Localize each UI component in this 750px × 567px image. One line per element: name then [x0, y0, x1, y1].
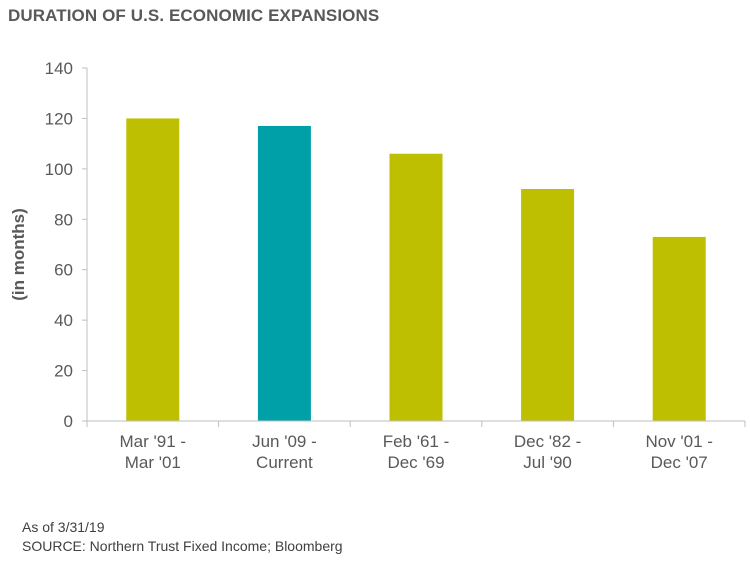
- bar: [521, 189, 575, 421]
- y-tick-label: 100: [45, 160, 73, 179]
- footnote-date: As of 3/31/19: [22, 519, 105, 535]
- bar: [257, 125, 311, 421]
- x-tick-label: Nov '01 -Dec '07: [645, 432, 713, 472]
- y-tick-label: 40: [54, 311, 73, 330]
- x-tick-label: Feb '61 -Dec '69: [383, 432, 450, 472]
- bar: [389, 153, 443, 421]
- y-tick-label: 140: [45, 59, 73, 78]
- chart-title: DURATION OF U.S. ECONOMIC EXPANSIONS: [8, 6, 380, 25]
- y-tick-label: 120: [45, 109, 73, 128]
- bar: [126, 118, 180, 421]
- y-axis-ticks: 0 20 40 60 80 100 120 140: [45, 59, 87, 431]
- x-tick-label: Dec '82 -Jul '90: [514, 432, 582, 472]
- bars: [126, 118, 706, 421]
- y-axis-label: (in months): [9, 208, 28, 301]
- bar-chart: (in months) 0 20 40 60 80 100 120 140 Mar '91 -…: [9, 59, 746, 472]
- y-tick-label: 20: [54, 362, 73, 381]
- y-axis-label-group: (in months): [9, 208, 28, 301]
- y-tick-label: 80: [54, 210, 73, 229]
- y-tick-label: 0: [64, 412, 73, 431]
- axes: [86, 68, 746, 427]
- x-tick-label: Mar '91 -Mar '01: [120, 432, 187, 472]
- x-tick-label: Jun '09 -Current: [252, 432, 317, 472]
- x-axis-ticks: Mar '91 -Mar '01 Jun '09 -Current Feb '61 …: [120, 432, 713, 472]
- footnote-source: SOURCE: Northern Trust Fixed Income; Blo…: [22, 538, 343, 554]
- bar: [652, 236, 706, 421]
- y-tick-label: 60: [54, 261, 73, 280]
